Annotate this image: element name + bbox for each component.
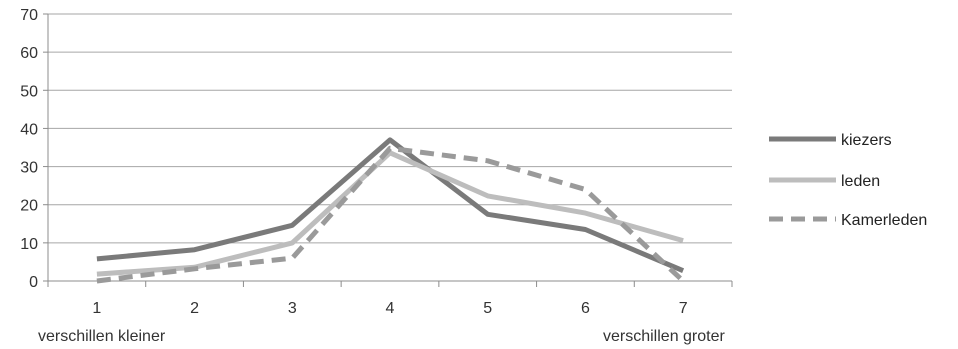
gridlines [48, 13, 732, 244]
y-tick-label: 30 [20, 160, 38, 177]
y-tick-label: 0 [29, 274, 38, 291]
x-annotation-start: verschillen kleiner [38, 328, 166, 345]
x-tick-label: 6 [581, 300, 590, 317]
y-tick-label: 40 [20, 121, 38, 138]
y-tick-label: 60 [20, 45, 38, 62]
y-tick-label: 50 [20, 83, 38, 100]
series-line-leden [96, 150, 684, 277]
y-tick-label: 70 [20, 7, 38, 24]
x-tick-label: 2 [190, 300, 199, 317]
x-tick-labels: 1 2 3 4 5 6 7 [92, 300, 687, 317]
y-tick-label: 20 [20, 198, 38, 215]
x-tick-label: 5 [483, 300, 492, 317]
legend-label-kamerleden: Kamerleden [841, 212, 927, 229]
series-line-kamerleden [96, 145, 685, 284]
x-annotation-end: verschillen groter [603, 328, 726, 345]
legend-label-kiezers: kiezers [841, 132, 892, 149]
series-line-kiezers [96, 137, 685, 274]
legend: kiezers leden Kamerleden [769, 132, 927, 229]
axes [43, 13, 733, 287]
x-tick-label: 4 [386, 300, 395, 317]
x-tick-label: 1 [92, 300, 101, 317]
x-tick-label: 3 [288, 300, 297, 317]
y-tick-label: 10 [20, 236, 38, 253]
y-tick-labels: 0 10 20 30 40 50 60 70 [20, 7, 38, 291]
legend-label-leden: leden [841, 173, 880, 190]
series-lines [96, 137, 685, 284]
x-tick-label: 7 [679, 300, 688, 317]
